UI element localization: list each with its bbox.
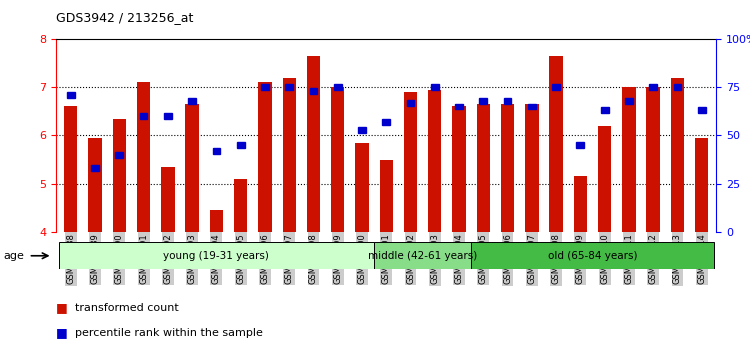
Bar [479,98,488,104]
Bar [92,165,99,171]
Bar [431,84,439,90]
Bar [137,82,150,232]
Bar [550,56,562,232]
Bar [258,82,272,232]
Bar [380,160,393,232]
Text: ■: ■ [56,326,68,339]
Bar [406,100,415,105]
Bar [698,107,706,113]
Text: transformed count: transformed count [75,303,178,313]
Text: GDS3942 / 213256_at: GDS3942 / 213256_at [56,11,194,24]
Bar [477,104,490,232]
Bar [625,98,633,104]
Bar [504,98,512,104]
Bar [452,107,466,232]
Bar [501,104,515,232]
Bar [64,107,77,232]
Bar [185,104,199,232]
Bar [310,88,317,94]
Bar [356,143,369,232]
Bar [164,113,172,119]
Bar [88,138,102,232]
Bar [234,179,248,232]
Bar [525,104,538,232]
Bar [404,92,417,232]
Text: percentile rank within the sample: percentile rank within the sample [75,328,262,338]
Bar [428,90,442,232]
Bar [283,78,296,232]
Text: old (65-84 years): old (65-84 years) [548,251,638,261]
Bar [674,84,681,90]
Bar [140,113,148,119]
Bar [116,152,123,158]
Bar [358,127,366,132]
Bar [374,242,471,269]
Bar [261,84,268,90]
Bar [528,104,536,109]
Bar [471,242,714,269]
Bar [382,119,390,125]
Bar [695,138,708,232]
Bar [455,104,463,109]
Bar [237,142,244,148]
Bar [577,142,584,148]
Bar [307,56,320,232]
Bar [646,87,660,232]
Bar [112,119,126,232]
Bar [601,107,608,113]
Bar [58,242,374,269]
Bar [331,87,344,232]
Text: young (19-31 years): young (19-31 years) [164,251,269,261]
Bar [670,78,684,232]
Text: ■: ■ [56,302,68,314]
Bar [67,92,75,98]
Bar [574,176,587,232]
Bar [210,210,223,232]
Bar [650,84,657,90]
Text: age: age [4,251,25,261]
Text: middle (42-61 years): middle (42-61 years) [368,251,477,261]
Bar [188,98,196,104]
Bar [285,84,293,90]
Bar [334,84,341,90]
Bar [598,126,611,232]
Bar [161,167,175,232]
Bar [212,148,220,154]
Bar [552,84,560,90]
Bar [622,87,635,232]
